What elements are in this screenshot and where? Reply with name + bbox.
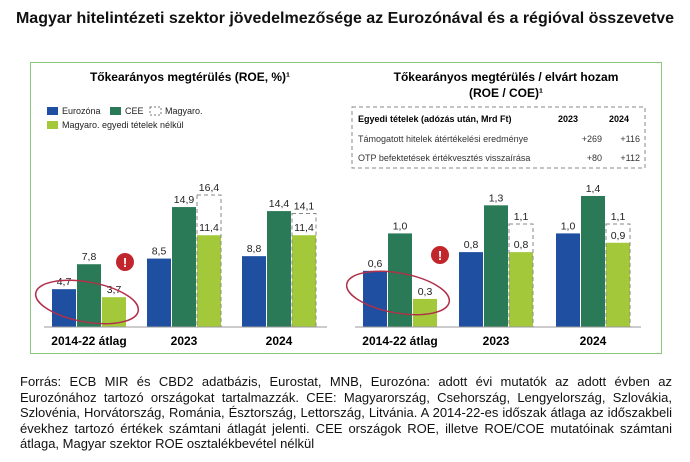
bar-hu-excl xyxy=(509,252,533,327)
table-header: Egyedi tételek (adózás után, Mrd Ft) xyxy=(358,114,512,124)
category-label: 2023 xyxy=(483,334,510,348)
legend-label: CEE xyxy=(125,106,144,116)
alert-icon-glyph: ! xyxy=(438,248,442,263)
bar-cee xyxy=(77,264,101,327)
bar-hu-excl xyxy=(197,235,221,327)
bar-eurozona xyxy=(363,270,387,327)
chart-title: Tőkearányos megtérülés (ROE, %)¹ xyxy=(90,70,290,84)
bar-eurozona xyxy=(242,256,266,327)
table-col-header: 2024 xyxy=(609,114,629,124)
data-label: 1,1 xyxy=(611,211,626,223)
data-label: 1,0 xyxy=(561,220,576,232)
legend-label: Magyaro. egyedi tételek nélkül xyxy=(62,120,184,130)
category-label: 2024 xyxy=(580,334,607,348)
data-label: 14,4 xyxy=(269,198,290,210)
chart-title: Tőkearányos megtérülés / elvárt hozam xyxy=(394,70,619,84)
data-label: 16,4 xyxy=(199,182,220,194)
data-label: 1,1 xyxy=(514,211,529,223)
legend-label: Eurozóna xyxy=(62,106,101,116)
highlight-ellipse xyxy=(345,270,451,316)
category-label: 2024 xyxy=(266,334,293,348)
bar-cee xyxy=(484,205,508,327)
bar-cee xyxy=(581,195,605,327)
bar-cee xyxy=(172,207,196,327)
category-label: 2014-22 átlag xyxy=(362,334,437,348)
bar-cee xyxy=(388,233,412,327)
legend-swatch xyxy=(47,121,58,129)
page-title: Magyar hitelintézeti szektor jövedelmező… xyxy=(15,10,675,27)
special-items-table xyxy=(351,106,646,169)
legend-label: Magyaro. xyxy=(165,106,203,116)
data-label: 8,8 xyxy=(247,243,262,255)
bar-eurozona xyxy=(556,233,580,327)
category-label: 2014-22 átlag xyxy=(51,334,126,348)
data-label: 1,3 xyxy=(489,192,504,204)
bar-cee xyxy=(267,211,291,327)
data-label: 14,1 xyxy=(294,200,315,212)
alert-icon xyxy=(431,246,449,264)
table-cell: +116 xyxy=(620,134,640,144)
data-label: 11,4 xyxy=(294,222,314,234)
bar-hu-excl xyxy=(292,235,316,327)
chart-frame xyxy=(30,62,662,354)
category-label: 2023 xyxy=(171,334,198,348)
chart-title-line2: (ROE / COE)¹ xyxy=(469,86,543,100)
data-label: 0,9 xyxy=(611,230,626,242)
data-label: 11,4 xyxy=(199,222,219,234)
data-label: 0,3 xyxy=(418,286,433,298)
legend-swatch-dashed xyxy=(149,106,162,116)
bar-eurozona xyxy=(52,289,76,327)
data-label: 0,6 xyxy=(368,258,383,270)
highlight-ellipse xyxy=(34,279,140,325)
legend-swatch xyxy=(47,107,58,115)
table-col-header: 2023 xyxy=(558,114,578,124)
alert-icon-glyph: ! xyxy=(123,255,127,270)
data-label: 1,0 xyxy=(393,220,408,232)
bar-eurozona xyxy=(459,252,483,327)
alert-icon xyxy=(116,253,134,271)
data-label: 7,8 xyxy=(82,251,97,263)
data-label: 1,4 xyxy=(586,183,601,195)
data-label: 14,9 xyxy=(174,194,195,206)
footnote: Forrás: ECB MIR és CBD2 adatbázis, Euros… xyxy=(20,374,672,452)
bar-hu-excl xyxy=(606,242,630,327)
data-label: 8,5 xyxy=(152,246,167,258)
table-cell: +80 xyxy=(587,153,602,163)
data-label: 0,8 xyxy=(514,239,529,251)
data-label: 4,7 xyxy=(57,276,72,288)
bar-eurozona xyxy=(147,258,171,327)
table-row-label: Támogatott hitelek átértékelési eredmény… xyxy=(358,134,528,144)
table-cell: +269 xyxy=(582,134,602,144)
table-row-label: OTP befektetések értékvesztés visszaírás… xyxy=(358,153,530,163)
data-label: 0,8 xyxy=(464,239,479,251)
legend-swatch xyxy=(110,107,121,115)
table-cell: +112 xyxy=(620,153,640,163)
